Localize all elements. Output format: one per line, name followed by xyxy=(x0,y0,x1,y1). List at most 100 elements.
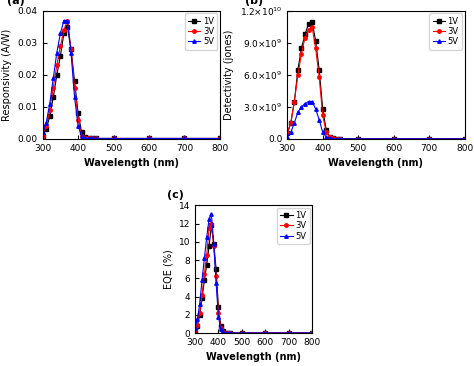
5V xyxy=(40,130,46,135)
1V xyxy=(330,136,336,141)
5V xyxy=(61,18,67,23)
X-axis label: Wavelength (nm): Wavelength (nm) xyxy=(84,158,179,168)
3V xyxy=(288,121,294,125)
5V xyxy=(228,331,233,335)
5V xyxy=(309,99,315,104)
3V xyxy=(93,136,99,141)
Legend: 1V, 3V, 5V: 1V, 3V, 5V xyxy=(184,14,218,50)
1V xyxy=(206,244,212,249)
5V xyxy=(54,50,60,55)
Y-axis label: Detectivity (jones): Detectivity (jones) xyxy=(224,30,234,120)
5V xyxy=(194,317,200,322)
3V xyxy=(182,136,187,141)
1V xyxy=(309,19,315,24)
3V xyxy=(47,108,53,112)
1V xyxy=(292,99,297,104)
3V xyxy=(306,28,311,32)
3V xyxy=(223,330,228,335)
1V xyxy=(93,136,99,141)
1V xyxy=(209,223,214,228)
1V xyxy=(204,262,210,267)
1V xyxy=(391,137,396,141)
1V xyxy=(320,107,326,111)
1V xyxy=(239,331,245,335)
1V xyxy=(220,329,226,333)
Text: (c): (c) xyxy=(167,190,184,200)
Line: 1V: 1V xyxy=(41,25,222,140)
3V xyxy=(391,137,396,141)
5V xyxy=(313,107,319,111)
1V xyxy=(43,127,49,131)
3V xyxy=(194,323,200,327)
3V xyxy=(79,133,84,138)
3V xyxy=(330,136,336,141)
1V xyxy=(337,137,343,141)
1V xyxy=(79,130,84,135)
3V xyxy=(192,328,198,333)
1V xyxy=(82,135,88,139)
3V xyxy=(320,113,326,117)
Legend: 1V, 3V, 5V: 1V, 3V, 5V xyxy=(429,14,462,50)
5V xyxy=(64,18,70,23)
5V xyxy=(330,137,336,141)
1V xyxy=(286,331,292,335)
3V xyxy=(299,51,304,56)
5V xyxy=(199,278,205,282)
5V xyxy=(426,137,432,141)
1V xyxy=(462,137,467,141)
3V xyxy=(211,244,217,249)
5V xyxy=(337,137,343,141)
3V xyxy=(316,75,322,79)
1V xyxy=(313,38,319,43)
1V xyxy=(86,136,91,141)
3V xyxy=(111,136,117,141)
3V xyxy=(54,63,60,67)
5V xyxy=(50,76,56,80)
5V xyxy=(225,331,231,335)
5V xyxy=(356,137,361,141)
3V xyxy=(323,130,329,135)
5V xyxy=(239,331,245,335)
3V xyxy=(75,117,81,122)
Line: 1V: 1V xyxy=(193,224,314,335)
3V xyxy=(462,137,467,141)
1V xyxy=(61,31,67,36)
3V xyxy=(201,272,207,276)
Y-axis label: Responsivity (A/W): Responsivity (A/W) xyxy=(2,29,12,121)
5V xyxy=(47,101,53,106)
3V xyxy=(82,136,88,140)
5V xyxy=(211,242,217,246)
1V xyxy=(216,305,221,310)
5V xyxy=(295,110,301,114)
1V xyxy=(211,242,217,246)
Line: 1V: 1V xyxy=(285,20,466,141)
5V xyxy=(306,99,311,104)
3V xyxy=(40,133,46,138)
3V xyxy=(225,331,231,335)
3V xyxy=(356,137,361,141)
1V xyxy=(327,134,333,139)
5V xyxy=(218,327,224,332)
1V xyxy=(228,331,233,335)
1V xyxy=(426,137,432,141)
3V xyxy=(86,136,91,141)
5V xyxy=(217,136,223,141)
3V xyxy=(64,18,70,23)
5V xyxy=(204,235,210,239)
1V xyxy=(356,137,361,141)
3V xyxy=(217,136,223,141)
5V xyxy=(288,130,294,135)
1V xyxy=(284,131,290,136)
Text: (b): (b) xyxy=(245,0,263,6)
5V xyxy=(197,302,202,306)
5V xyxy=(299,105,304,109)
3V xyxy=(43,124,49,128)
1V xyxy=(299,46,304,51)
1V xyxy=(218,324,224,328)
3V xyxy=(216,311,221,315)
1V xyxy=(182,136,187,141)
3V xyxy=(263,331,268,335)
1V xyxy=(288,121,294,125)
1V xyxy=(75,111,81,115)
5V xyxy=(302,101,308,106)
